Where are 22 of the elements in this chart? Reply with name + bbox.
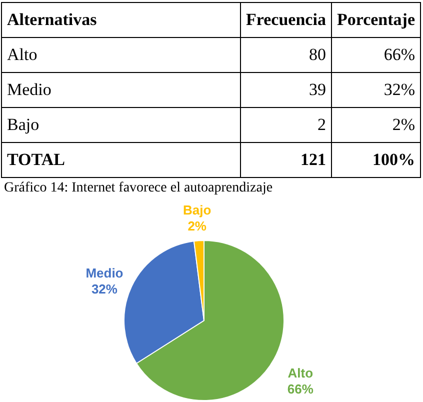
- text: 2%: [331, 108, 420, 142]
- slice-label: Medio: [86, 266, 124, 281]
- data-label: 66%: [287, 381, 314, 396]
- category-label: Porcentaje: [331, 2, 420, 38]
- text: TOTAL: [2, 142, 241, 178]
- data-label: 32%: [91, 282, 118, 297]
- data-label: 2%: [188, 218, 207, 234]
- text: Alto: [2, 38, 241, 72]
- text: 100%: [331, 142, 420, 178]
- chart-title: Gráfico 14: Internet favorece el autoaprendizaje: [4, 180, 273, 196]
- text: 80: [240, 38, 332, 72]
- text: 2: [240, 108, 332, 142]
- text: 66%: [331, 38, 420, 72]
- text: Bajo: [2, 108, 241, 142]
- slice-label: Bajo: [183, 202, 212, 218]
- text: Medio: [2, 72, 241, 108]
- slice-label: Alto: [288, 365, 314, 380]
- text: 121: [240, 142, 332, 178]
- text: 39: [240, 72, 332, 108]
- category-label: Alternativas: [2, 2, 241, 38]
- category-label: Frecuencia: [240, 2, 332, 38]
- text: 32%: [331, 72, 420, 108]
